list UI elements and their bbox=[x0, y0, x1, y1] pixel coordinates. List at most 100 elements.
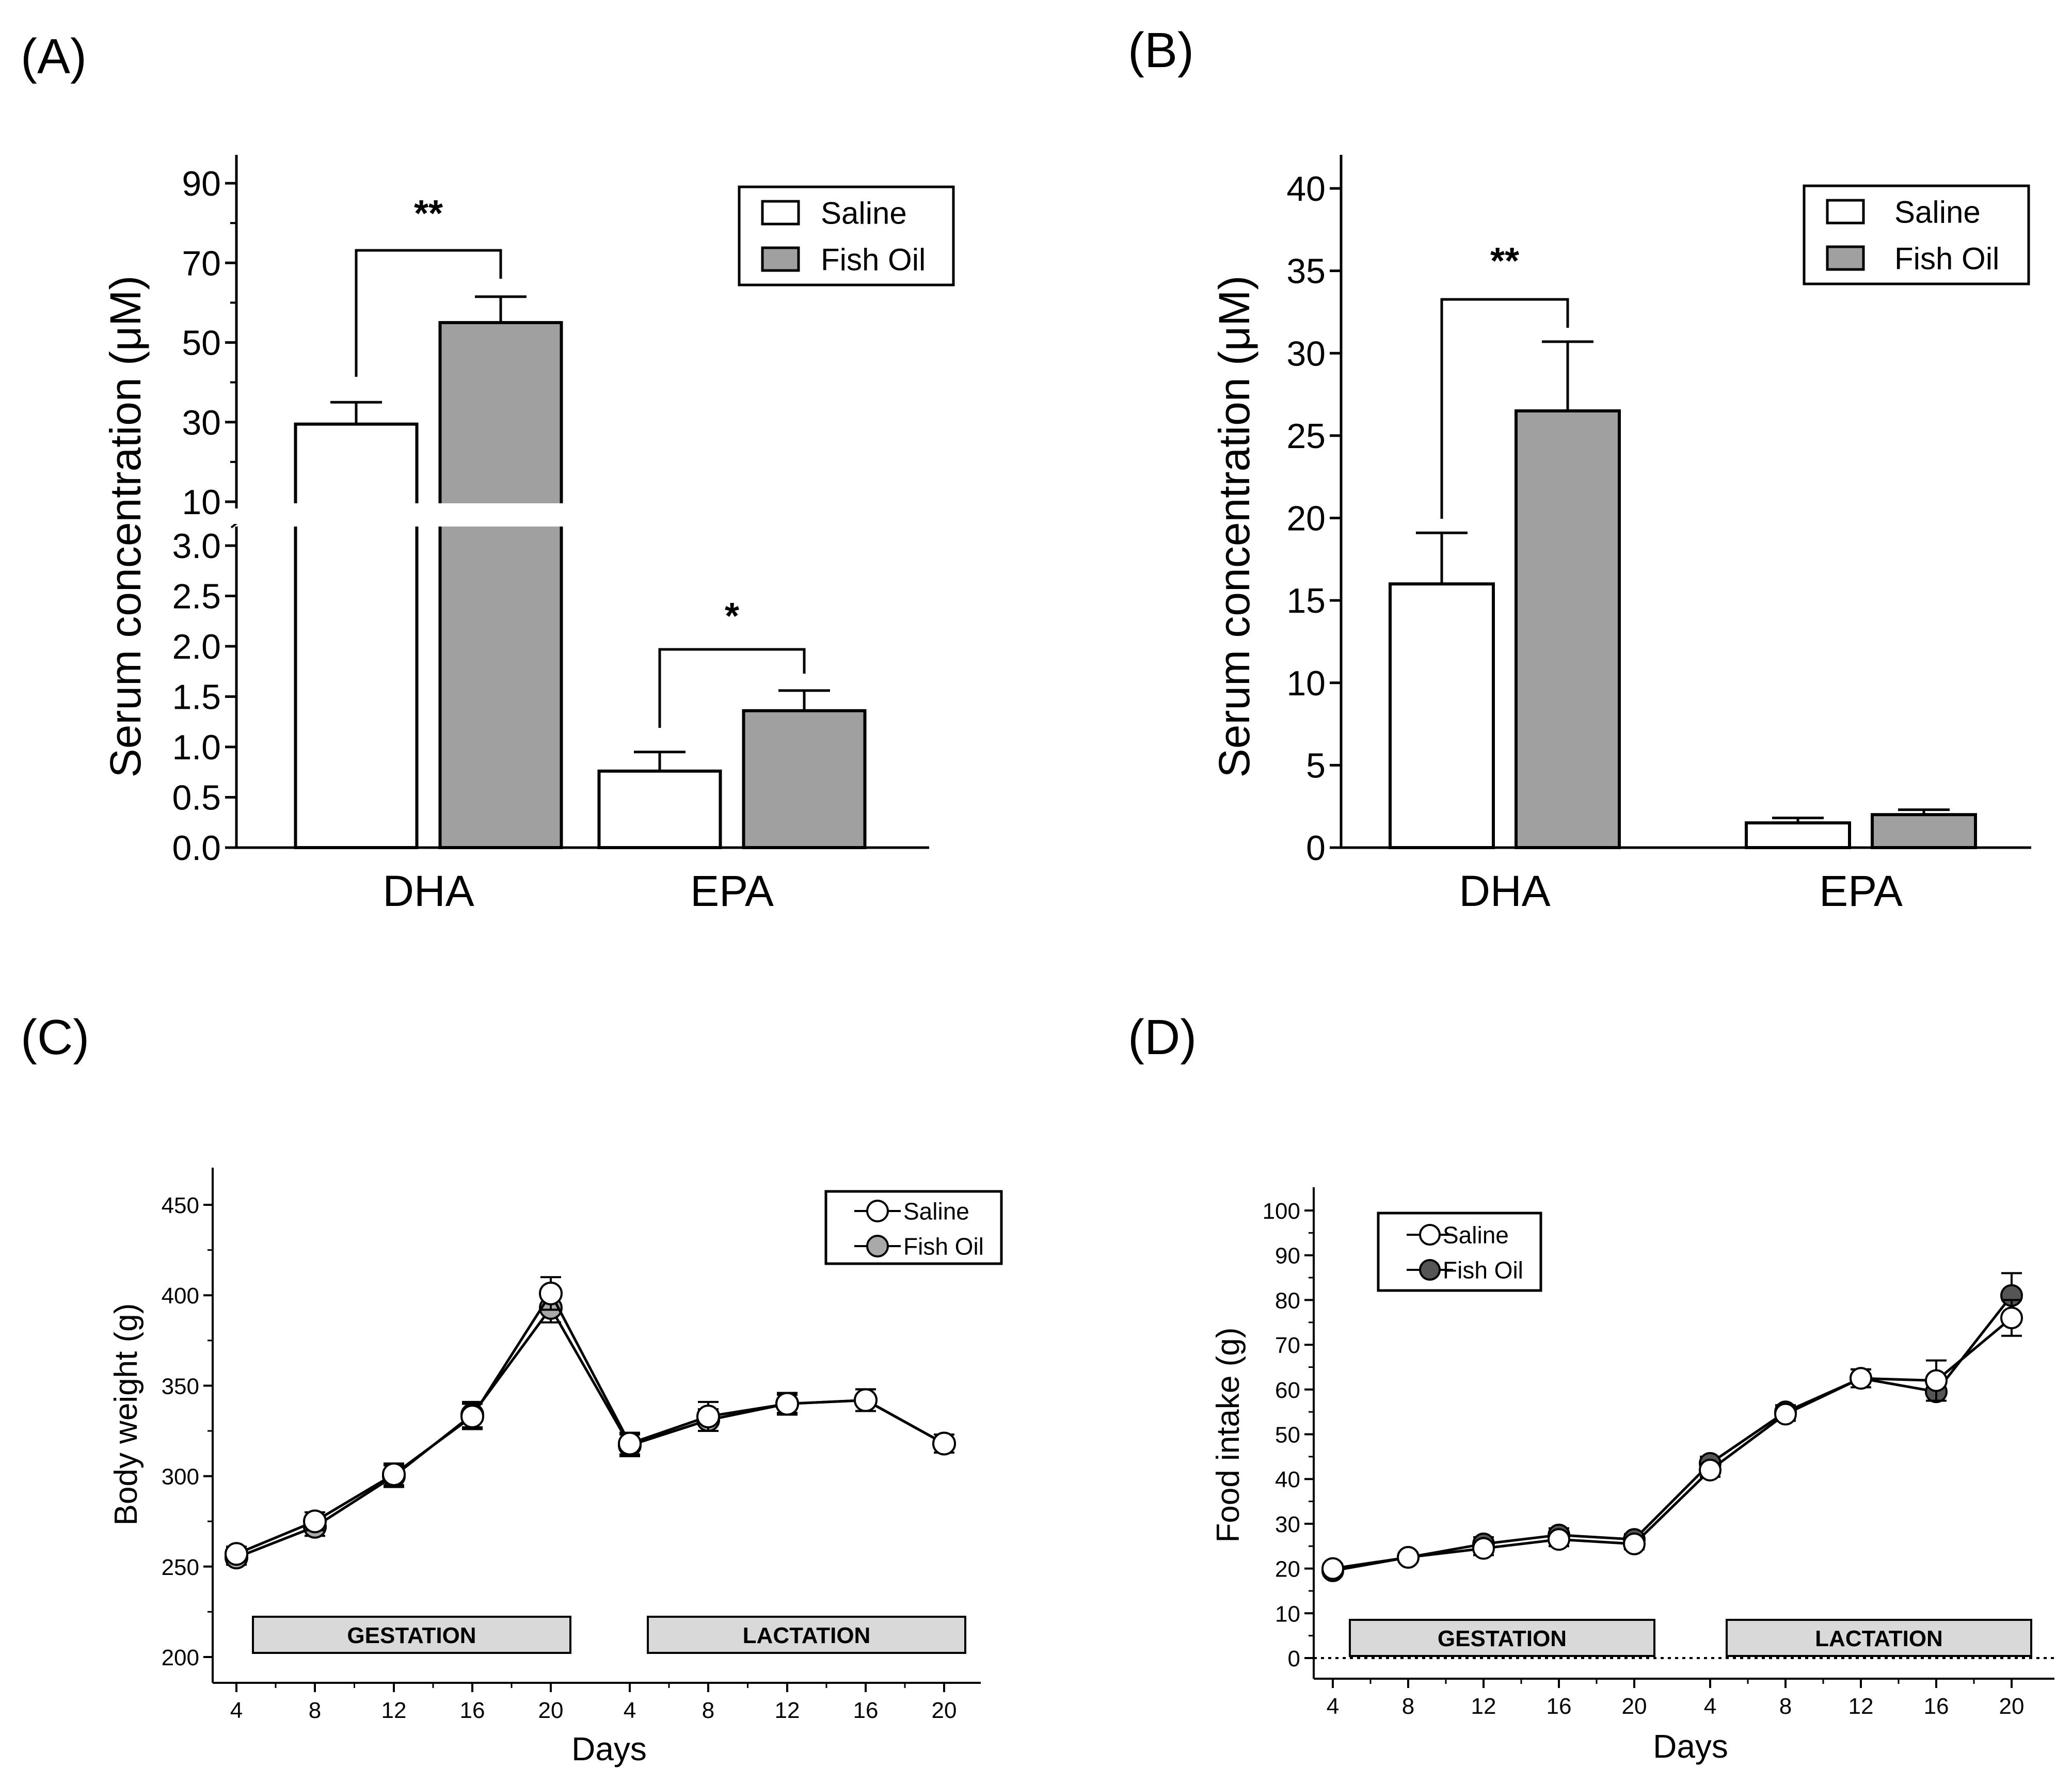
x-tick-label: 8 bbox=[1402, 1694, 1414, 1719]
point-saline bbox=[1472, 1537, 1495, 1560]
y-tick-label: 80 bbox=[1275, 1288, 1300, 1313]
point-saline bbox=[1774, 1403, 1797, 1426]
legend-box bbox=[1377, 1212, 1542, 1292]
point-saline bbox=[1397, 1546, 1420, 1569]
y-tick-label: 0 bbox=[1288, 1646, 1300, 1671]
chart-panel-c: 200 250 300 350 400 450 Body weight (g) 4 8 12 16 2… bbox=[108, 1168, 1003, 1767]
legend-saline-label: Saline bbox=[1894, 195, 1981, 230]
bar-saline-dha bbox=[294, 422, 419, 849]
series-line-fish-oil bbox=[236, 1305, 945, 1559]
x-category-epa: EPA bbox=[690, 867, 774, 915]
x-category-dha: DHA bbox=[382, 867, 474, 915]
y-tick-label: 90 bbox=[1275, 1244, 1300, 1269]
point-saline bbox=[1925, 1369, 1948, 1392]
y-tick-label: 40 bbox=[1286, 169, 1326, 209]
y-tick-label: 0.5 bbox=[172, 778, 221, 818]
bar-saline-dha bbox=[1389, 582, 1495, 849]
phase-bar-gestation bbox=[252, 1616, 571, 1654]
panel-label-b: (B) bbox=[1128, 23, 1194, 78]
panel-label-c: (C) bbox=[21, 1010, 89, 1065]
y-tick-label: 300 bbox=[162, 1464, 199, 1490]
legend-saline-marker bbox=[866, 1200, 889, 1222]
point-saline bbox=[539, 1281, 563, 1305]
y-tick-label: 1.0 bbox=[172, 728, 221, 767]
bar-saline-epa bbox=[597, 769, 722, 850]
y-axis-label: Food intake (g) bbox=[1210, 1328, 1246, 1543]
point-saline bbox=[854, 1388, 878, 1412]
y-tick-label: 30 bbox=[1275, 1512, 1300, 1537]
x-tick-label: 16 bbox=[1924, 1694, 1949, 1719]
series-line-fish-oil bbox=[1332, 1295, 2013, 1572]
x-tick-label: 12 bbox=[775, 1698, 800, 1723]
x-category-epa: EPA bbox=[1819, 867, 1903, 915]
x-tick-label: 16 bbox=[460, 1698, 485, 1723]
chart-panel-b: 0 5 10 15 20 25 30 35 40 Serum concentration (μM)… bbox=[1210, 155, 2031, 915]
y-tick-label: 450 bbox=[162, 1193, 199, 1218]
bar-fish-oil-dha bbox=[1515, 409, 1621, 849]
x-tick-label: 4 bbox=[624, 1698, 636, 1723]
legend-fish-oil-marker bbox=[1419, 1259, 1441, 1281]
panel-label-d: (D) bbox=[1128, 1010, 1197, 1065]
y-tick-label: 60 bbox=[1275, 1378, 1300, 1403]
y-tick-label: 70 bbox=[1275, 1333, 1300, 1358]
y-tick-label: 250 bbox=[162, 1555, 199, 1580]
phase-label-lactation: LACTATION bbox=[743, 1623, 871, 1648]
phase-bar-lactation bbox=[647, 1616, 966, 1654]
legend-fish-oil-label: Fish Oil bbox=[821, 243, 926, 277]
sig-dha-bracket bbox=[355, 249, 502, 377]
x-tick-label: 4 bbox=[1327, 1694, 1339, 1719]
legend-fish-oil-swatch bbox=[761, 246, 800, 272]
y-tick-label: 2.5 bbox=[172, 577, 221, 616]
legend-saline-swatch bbox=[761, 200, 800, 226]
legend-saline-marker bbox=[1419, 1224, 1441, 1246]
point-saline bbox=[1548, 1528, 1570, 1551]
sig-dha-stars: ** bbox=[1490, 241, 1519, 282]
x-tick-label: 16 bbox=[853, 1698, 879, 1723]
point-saline bbox=[460, 1404, 484, 1428]
y-tick-label: 1.5 bbox=[172, 678, 221, 717]
point-saline bbox=[696, 1404, 720, 1428]
series-line-saline bbox=[1332, 1317, 2013, 1570]
x-tick-label: 20 bbox=[538, 1698, 564, 1723]
phase-bar-lactation bbox=[1726, 1619, 2032, 1657]
point-saline bbox=[618, 1431, 642, 1456]
y-tick-label: 5 bbox=[1306, 746, 1326, 785]
legend-fish-oil-label: Fish Oil bbox=[903, 1233, 984, 1260]
y-tick-label: 50 bbox=[1275, 1423, 1300, 1448]
x-axis-label: Days bbox=[571, 1730, 647, 1767]
y-tick-label: 30 bbox=[1286, 334, 1326, 373]
x-tick-label: 12 bbox=[1848, 1694, 1874, 1719]
chart-panel-d: 0 10 20 30 40 50 60 70 80 90 100 Food intake (g) 4 8 1… bbox=[1210, 1187, 2054, 1765]
legend-saline-label: Saline bbox=[903, 1198, 969, 1225]
x-tick-label: 4 bbox=[230, 1698, 243, 1723]
y-tick-label: 3.0 bbox=[172, 527, 221, 566]
axis-break-gap-axis bbox=[221, 508, 252, 524]
y-tick-label: 20 bbox=[1286, 499, 1326, 538]
sig-epa-stars: * bbox=[725, 596, 739, 637]
y-tick-label: 0 bbox=[1306, 829, 1326, 868]
y-axis-label: Serum concentration (μM) bbox=[1210, 276, 1258, 778]
y-tick-label: 25 bbox=[1286, 417, 1326, 456]
x-tick-label: 20 bbox=[1999, 1694, 2025, 1719]
y-tick-label: 90 bbox=[182, 164, 221, 203]
sig-epa-bracket bbox=[658, 648, 806, 728]
bar-fish-oil-dha bbox=[438, 321, 563, 849]
legend-saline-label: Saline bbox=[1443, 1222, 1509, 1249]
y-tick-label: 50 bbox=[182, 324, 221, 363]
phase-bar-gestation bbox=[1349, 1619, 1655, 1657]
y-tick-label: 10 bbox=[1275, 1601, 1300, 1627]
bar-saline-epa bbox=[1745, 821, 1851, 850]
chart-panel-a: 0.0 0.5 1.0 1.5 2.0 2.5 3.0 10 30 50 70 90 Serum con… bbox=[101, 155, 955, 915]
x-category-dha: DHA bbox=[1459, 867, 1550, 915]
point-saline bbox=[225, 1542, 248, 1566]
bar-fish-oil-epa bbox=[1871, 813, 1977, 850]
x-tick-label: 8 bbox=[309, 1698, 321, 1723]
phase-label-lactation: LACTATION bbox=[1815, 1626, 1943, 1651]
point-saline bbox=[1321, 1557, 1344, 1580]
x-axis-label: Days bbox=[1653, 1728, 1728, 1765]
y-tick-label: 70 bbox=[182, 244, 221, 283]
x-tick-label: 12 bbox=[381, 1698, 407, 1723]
legend-saline-swatch bbox=[1826, 199, 1865, 225]
y-tick-label: 35 bbox=[1286, 252, 1326, 291]
